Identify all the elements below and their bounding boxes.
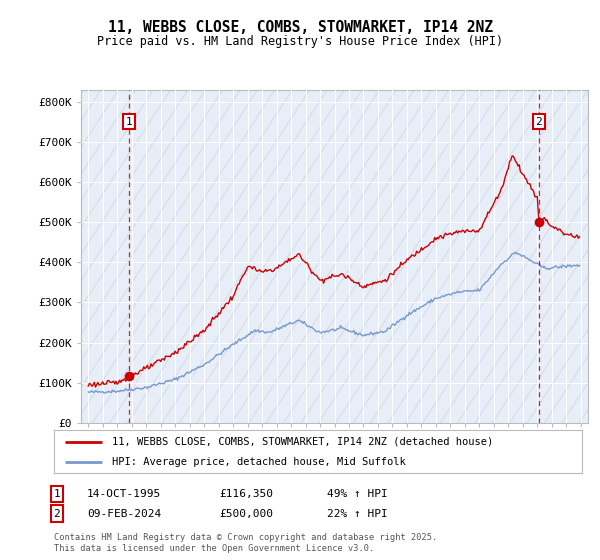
Text: 49% ↑ HPI: 49% ↑ HPI: [327, 489, 388, 499]
Text: 2: 2: [536, 116, 542, 127]
Text: 14-OCT-1995: 14-OCT-1995: [87, 489, 161, 499]
Text: Price paid vs. HM Land Registry's House Price Index (HPI): Price paid vs. HM Land Registry's House …: [97, 35, 503, 48]
Text: 09-FEB-2024: 09-FEB-2024: [87, 508, 161, 519]
Text: 1: 1: [125, 116, 132, 127]
Text: £116,350: £116,350: [219, 489, 273, 499]
Text: 22% ↑ HPI: 22% ↑ HPI: [327, 508, 388, 519]
Text: 11, WEBBS CLOSE, COMBS, STOWMARKET, IP14 2NZ: 11, WEBBS CLOSE, COMBS, STOWMARKET, IP14…: [107, 20, 493, 35]
Text: 2: 2: [53, 508, 61, 519]
Text: HPI: Average price, detached house, Mid Suffolk: HPI: Average price, detached house, Mid …: [112, 456, 406, 466]
Text: 11, WEBBS CLOSE, COMBS, STOWMARKET, IP14 2NZ (detached house): 11, WEBBS CLOSE, COMBS, STOWMARKET, IP14…: [112, 437, 493, 447]
Text: £500,000: £500,000: [219, 508, 273, 519]
Text: 1: 1: [53, 489, 61, 499]
Text: Contains HM Land Registry data © Crown copyright and database right 2025.
This d: Contains HM Land Registry data © Crown c…: [54, 533, 437, 553]
